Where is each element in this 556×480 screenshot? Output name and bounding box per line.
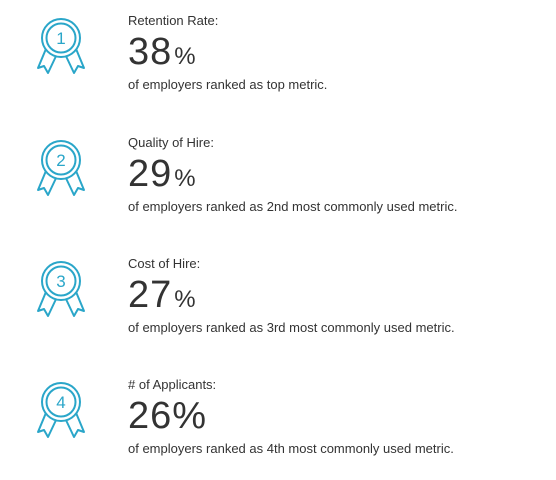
- ribbon-award-icon: 4: [32, 380, 90, 446]
- ribbon-award-icon: 1: [32, 16, 90, 82]
- metric-description: of employers ranked as 4th most commonly…: [128, 441, 454, 456]
- metric-value: 29: [128, 153, 173, 195]
- metric-number-of-applicants: 4 # of Applicants: 26% of employers rank…: [0, 372, 556, 472]
- metric-label: Cost of Hire:: [128, 256, 201, 271]
- badge-number: 4: [56, 393, 65, 412]
- metric-retention-rate: 1 Retention Rate: 38% of employers ranke…: [0, 8, 556, 108]
- metric-text: Cost of Hire: 27% of employers ranked as…: [128, 251, 455, 336]
- metric-quality-of-hire: 2 Quality of Hire: 29% of employers rank…: [0, 130, 556, 230]
- metric-description: of employers ranked as 2nd most commonly…: [128, 199, 458, 214]
- metric-cost-of-hire: 3 Cost of Hire: 27% of employers ranked …: [0, 251, 556, 351]
- metric-unit: %: [172, 395, 207, 437]
- metric-value-row: 27%: [128, 274, 455, 316]
- ribbon-award-icon: 3: [32, 259, 90, 325]
- metric-text: Quality of Hire: 29% of employers ranked…: [128, 130, 457, 215]
- metric-unit: %: [174, 165, 196, 192]
- metric-label: Quality of Hire:: [128, 135, 214, 150]
- ribbon-award-icon: 2: [32, 138, 90, 204]
- metric-unit: %: [174, 286, 196, 313]
- metric-text: Retention Rate: 38% of employers ranked …: [128, 8, 327, 93]
- metric-value: 38: [128, 31, 173, 73]
- metric-description: of employers ranked as top metric.: [128, 77, 328, 92]
- metric-text: # of Applicants: 26% of employers ranked…: [128, 372, 454, 457]
- badge-number: 3: [56, 272, 65, 291]
- metric-value-row: 29%: [128, 153, 457, 195]
- metric-label: # of Applicants:: [128, 377, 217, 392]
- metric-value: 27: [128, 274, 173, 316]
- metric-value-row: 38%: [128, 31, 327, 73]
- metric-label: Retention Rate:: [128, 13, 219, 28]
- metric-description: of employers ranked as 3rd most commonly…: [128, 320, 455, 335]
- badge-number: 1: [56, 29, 65, 48]
- badge-number: 2: [56, 151, 65, 170]
- metric-unit: %: [174, 43, 196, 70]
- metric-value-row: 26%: [128, 395, 454, 437]
- metric-value: 26: [128, 395, 173, 437]
